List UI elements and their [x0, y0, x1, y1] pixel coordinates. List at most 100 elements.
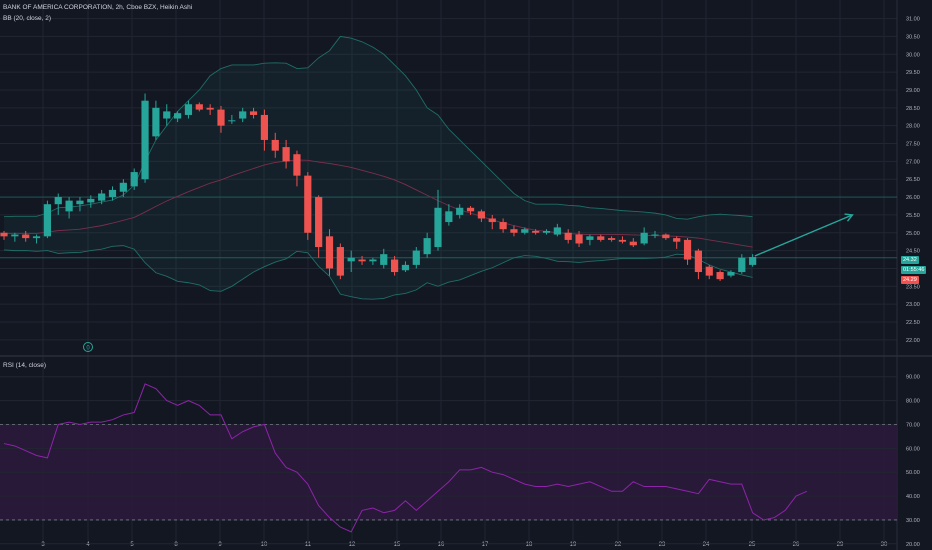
candle-body — [358, 259, 366, 262]
x-tick-label: 26 — [793, 542, 800, 548]
candle-body — [380, 254, 388, 265]
candle-body — [597, 236, 605, 240]
candle-body — [65, 200, 73, 212]
candle-body — [108, 189, 117, 198]
x-tick-label: 10 — [261, 542, 268, 548]
candle-body — [249, 111, 258, 115]
price-tick-label: 29.00 — [906, 88, 920, 94]
price-tick-label: 22.00 — [906, 338, 920, 344]
candle-body — [445, 211, 453, 223]
annotation-arrow-head — [844, 213, 854, 222]
candle-body — [163, 111, 171, 119]
candle-body — [521, 229, 529, 233]
bb-indicator-label[interactable]: BB (20, close, 2) — [3, 15, 52, 22]
x-tick-label: 30 — [881, 542, 888, 548]
candle-body — [694, 250, 702, 273]
price-tick-label: 27.50 — [906, 142, 920, 148]
candle-body — [293, 154, 301, 176]
x-tick-label: 5 — [130, 542, 134, 548]
candle-body — [434, 207, 442, 248]
bollinger-upper-line — [3, 35, 753, 220]
candle-body — [651, 234, 659, 236]
price-tick-label: 24.50 — [906, 249, 920, 255]
candle-body — [217, 109, 225, 126]
candle-body — [608, 238, 616, 240]
candle-body — [423, 238, 431, 255]
candle-body — [43, 204, 51, 237]
candle-body — [456, 207, 464, 215]
candle-body — [0, 232, 8, 237]
bollinger-basis-line — [4, 159, 753, 248]
x-tick-label: 29 — [837, 542, 844, 548]
candle-body — [87, 198, 95, 203]
candle-body — [369, 259, 377, 262]
x-tick-label: 16 — [438, 542, 445, 548]
low-price-label: 24.29 — [901, 276, 919, 284]
price-tick-label: 31.00 — [906, 17, 920, 23]
candle-body — [141, 100, 149, 180]
price-tick-label: 25.50 — [906, 213, 920, 219]
candle-body — [98, 193, 106, 201]
candle-body — [336, 247, 344, 276]
last-price-label: 24.32 — [901, 256, 919, 264]
annotation-arrow-line — [754, 214, 853, 257]
candle-body — [22, 234, 30, 239]
candle-body — [54, 197, 62, 205]
candle-body — [466, 207, 475, 212]
candle-body — [510, 229, 518, 233]
candle-body — [618, 239, 627, 242]
candle-body — [119, 182, 127, 192]
candle-body — [564, 232, 572, 240]
bollinger-lower-line — [3, 245, 753, 300]
price-tick-label: 29.50 — [906, 70, 920, 76]
price-tick-label: 22.50 — [906, 320, 920, 326]
rsi-tick-label: 20.00 — [906, 542, 920, 548]
x-tick-label: 24 — [703, 542, 710, 548]
countdown-label: 01:55:46 — [901, 266, 927, 274]
candle-body — [716, 272, 724, 280]
rsi-tick-label: 60.00 — [906, 446, 920, 452]
event-marker — [83, 342, 93, 352]
candle-body — [32, 236, 41, 239]
candle-body — [206, 107, 214, 110]
candle-body — [260, 114, 268, 140]
candle-body — [575, 234, 583, 244]
x-tick-label: 22 — [615, 542, 622, 548]
candle-body — [347, 257, 355, 262]
candle-body — [315, 197, 323, 248]
candle-body — [488, 218, 496, 223]
candle-body — [239, 111, 247, 119]
chart-title: BANK OF AMERICA CORPORATION, 2h, Cboe BZ… — [3, 4, 193, 11]
candle-body — [738, 257, 746, 273]
candle-body — [195, 104, 203, 110]
price-tick-label: 23.50 — [906, 284, 920, 290]
candle-body — [705, 266, 713, 276]
x-tick-label: 23 — [659, 542, 666, 548]
x-tick-label: 3 — [41, 542, 45, 548]
price-tick-label: 30.50 — [906, 34, 920, 40]
price-tick-label: 26.50 — [906, 177, 920, 183]
x-tick-label: 9 — [218, 542, 222, 548]
candle-body — [683, 239, 692, 260]
candle-body — [76, 200, 84, 205]
x-tick-label: 8 — [174, 542, 178, 548]
x-tick-label: 25 — [749, 542, 756, 548]
rsi-tick-label: 70.00 — [906, 422, 920, 428]
rsi-tick-label: 50.00 — [906, 470, 920, 476]
price-tick-label: 23.00 — [906, 302, 920, 308]
candle-body — [228, 120, 236, 122]
candle-body — [401, 264, 410, 271]
candle-body — [11, 234, 19, 237]
candle-body — [499, 222, 507, 230]
candle-body — [130, 172, 138, 187]
x-tick-label: 4 — [86, 542, 90, 548]
rsi-tick-label: 30.00 — [906, 518, 920, 524]
candle-body — [152, 107, 160, 137]
rsi-indicator-label[interactable]: RSI (14, close) — [3, 362, 46, 369]
price-tick-label: 28.50 — [906, 106, 920, 112]
x-tick-label: 18 — [526, 542, 533, 548]
candle-body — [586, 236, 594, 240]
candle-body — [542, 230, 551, 233]
rsi-tick-label: 90.00 — [906, 375, 920, 381]
